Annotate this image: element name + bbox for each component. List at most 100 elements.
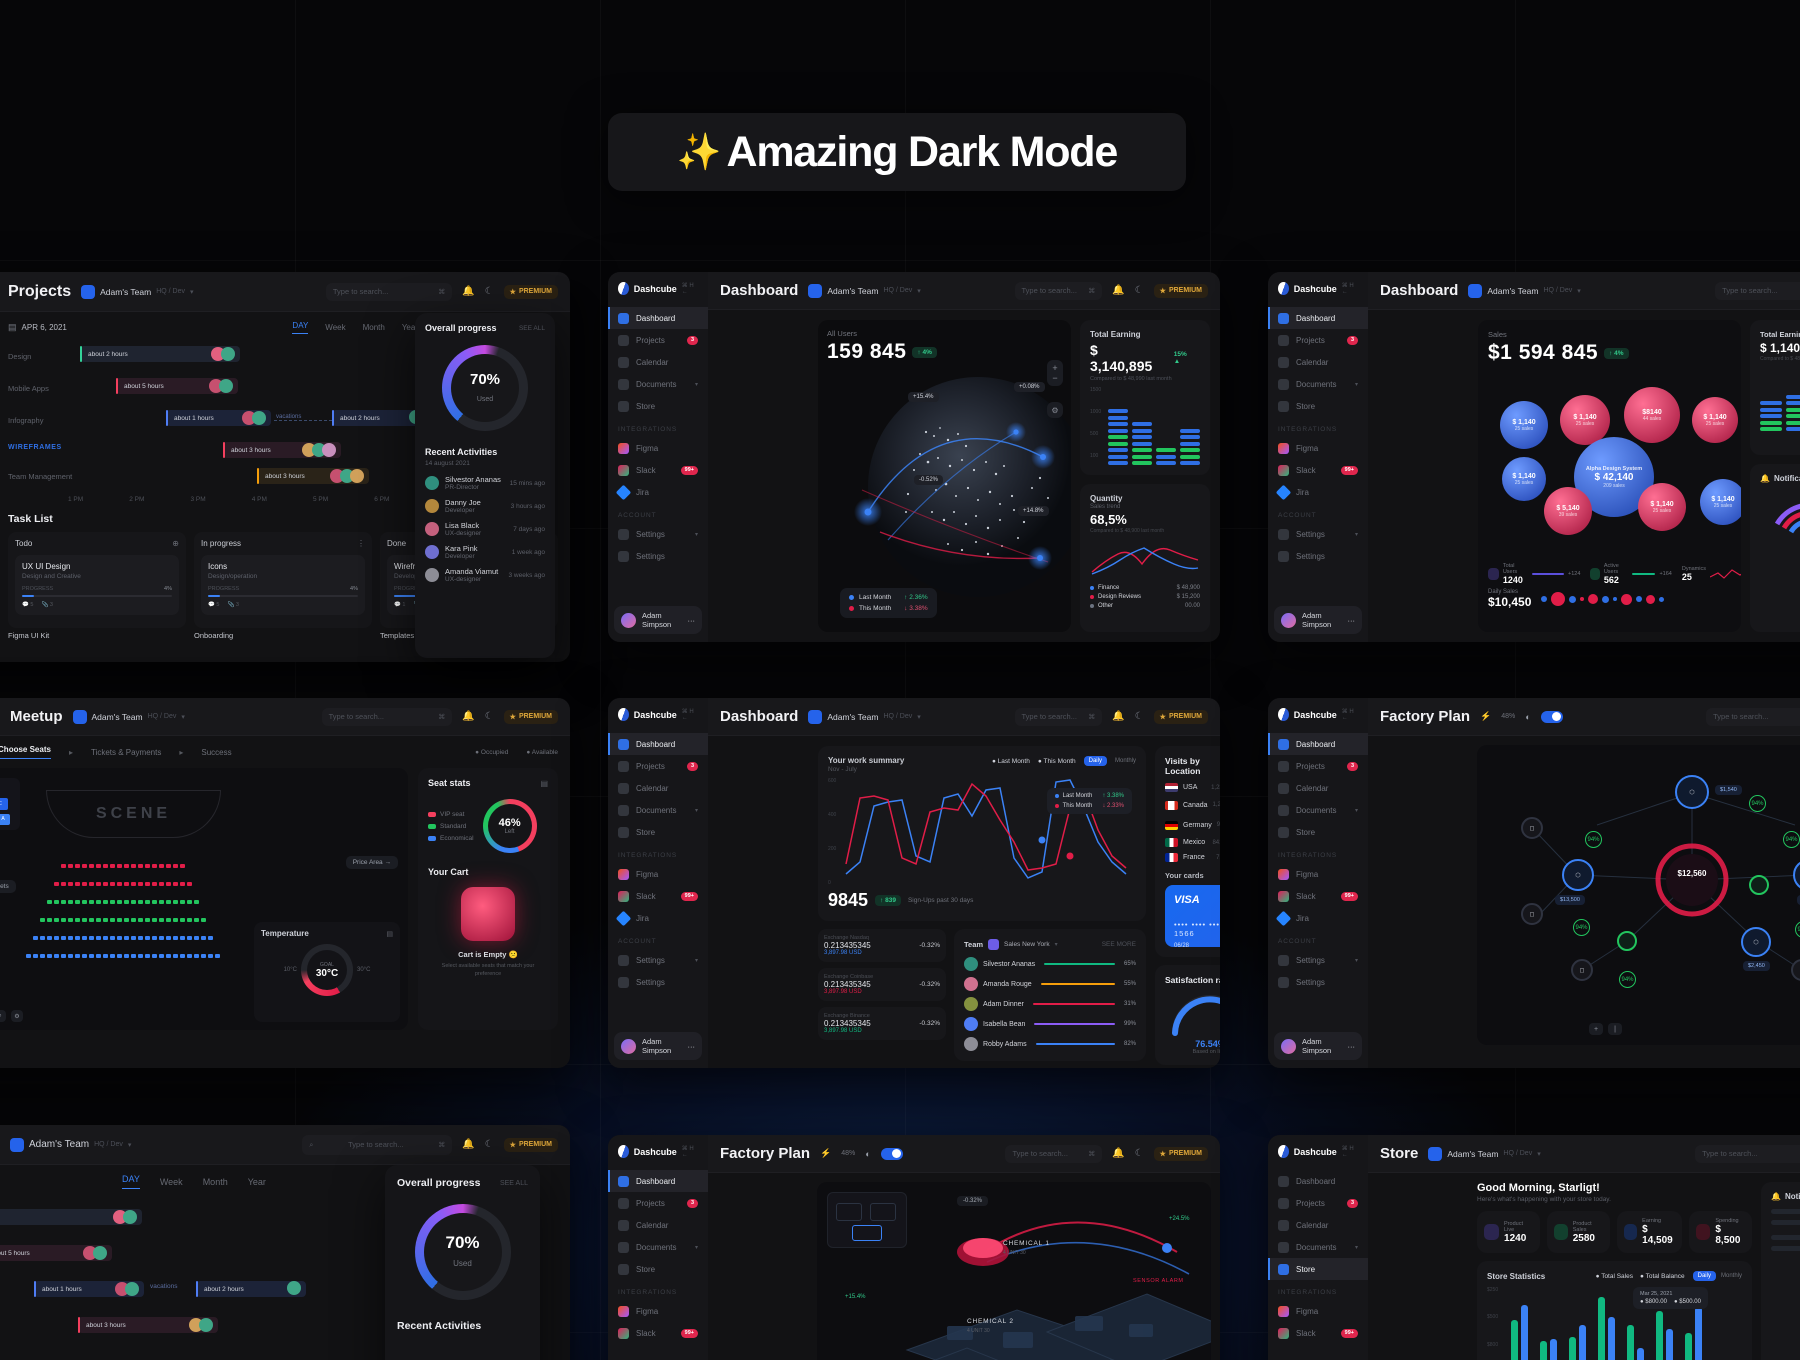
temperature-dial[interactable]: GOAL 30°C (301, 944, 353, 996)
globe-visualization[interactable] (828, 362, 1071, 612)
bell-icon[interactable]: 🔔 (1112, 285, 1125, 296)
sidebar-item-figma[interactable]: Figma (608, 863, 708, 885)
sidebar-item-slack[interactable]: Slack 99+ (1268, 1322, 1368, 1344)
sidebar-item-calendar[interactable]: Calendar (1268, 1214, 1368, 1236)
search-input[interactable]: Type to search...⌘ (325, 282, 453, 301)
team-selector[interactable]: Adam's Team HQ / Dev ▾ (1428, 1146, 1541, 1161)
credit-card[interactable]: VISA •••• •••• •••• 1566 06/28 (1165, 885, 1220, 949)
sidebar-item-dashboard[interactable]: Dashboard (1268, 307, 1368, 329)
bubble-design[interactable]: $ 5,140 39 sales (1544, 487, 1592, 535)
sidebar-item-slack[interactable]: Slack 99+ (1268, 885, 1368, 907)
zoom-out-button[interactable]: − (1052, 373, 1058, 383)
contrast-icon[interactable]: ◐ (865, 1148, 871, 1159)
sidebar-item-projects[interactable]: Projects 3 (1268, 329, 1368, 351)
sidebar-item-store[interactable]: Store (608, 821, 708, 843)
bell-icon[interactable]: 🔔 (462, 1139, 475, 1150)
gantt-bar[interactable]: about 2 hours (196, 1281, 306, 1297)
bubble-store-3[interactable]: $ 1,140 25 sales (1692, 397, 1738, 443)
map-marker[interactable]: +14.8% (1018, 506, 1049, 516)
step-tickets-payments[interactable]: Tickets & Payments (90, 747, 162, 757)
team-selector[interactable]: Adam's Team HQ / Dev ▾ (1468, 283, 1581, 298)
activity-row[interactable]: Lisa Black UX-designer 7 days ago (425, 521, 545, 537)
step-success[interactable]: Success (201, 747, 232, 757)
sidebar-item-calendar[interactable]: Calendar (608, 777, 708, 799)
sidebar-item-projects[interactable]: Projects 3 (1268, 1192, 1368, 1214)
sidebar-item-documents[interactable]: Documents ▾ (608, 799, 708, 821)
see-all-link[interactable]: SEE ALL (518, 324, 545, 332)
contrast-icon[interactable]: ◐ (1525, 711, 1531, 722)
sidebar-item-slack[interactable]: Slack 99+ (608, 1322, 708, 1344)
see-all-link[interactable]: SEE ALL (499, 1179, 528, 1187)
map-tools[interactable]: ✥ ⌖ ⌕ ⚙ (0, 1010, 23, 1022)
search-input[interactable]: Type to search...⌘ (1005, 1144, 1103, 1163)
map-marker[interactable]: +15.4% (908, 392, 939, 402)
activity-row[interactable]: Danny Joe Developer 3 hours ago (425, 498, 545, 514)
sidebar-item-dashboard[interactable]: Dashboard (1268, 733, 1368, 755)
visits-row[interactable]: Mexico841↓ 15.8% (1165, 838, 1220, 847)
dashcube-sidebar[interactable]: Dashcube ⌘ H ← Dashboard Projects 3 Calend… (1268, 698, 1368, 1068)
dashcube-sidebar[interactable]: Dashcube ⌘ H ← Dashboard Projects 3 Calen… (608, 272, 708, 642)
moon-icon[interactable]: ☾ (484, 1139, 494, 1150)
gantt-bar[interactable]: about 3 hours (257, 468, 369, 484)
toggle-daily[interactable]: Daily (1692, 1271, 1716, 1281)
sidebar-user[interactable]: Adam Simpson ··· (1274, 1032, 1362, 1060)
sidebar-item-dashboard[interactable]: Dashboard (608, 733, 708, 755)
bubble-store-6[interactable]: $ 1,140 25 sales (1700, 479, 1741, 525)
factory-node-green[interactable] (1749, 875, 1769, 895)
dashcube-sidebar[interactable]: Dashcube ⌘ H ← Dashboard Projects 3 Calend… (608, 698, 708, 1068)
sidebar-item-store[interactable]: Store (608, 1258, 708, 1280)
sidebar-item-figma[interactable]: Figma (1268, 437, 1368, 459)
premium-badge[interactable]: ★ PREMIUM (503, 284, 559, 299)
sidebar-item-settings[interactable]: Settings ▾ (1268, 523, 1368, 545)
exchange-card[interactable]: Exchange Coinbase 0.213435345 -0.32% 3,89… (818, 968, 946, 1001)
map-marker[interactable]: +0.08% (1014, 382, 1045, 392)
sidebar-item-jira[interactable]: Jira (1268, 907, 1368, 929)
sidebar-item-store[interactable]: Store (1268, 395, 1368, 417)
tab-week[interactable]: Week (325, 323, 346, 332)
sidebar-item-slack[interactable]: Slack 99+ (1268, 459, 1368, 481)
bell-icon[interactable]: 🔔 (462, 286, 475, 297)
factory-minimap[interactable] (827, 1192, 907, 1248)
sidebar-item-store[interactable]: Store (608, 395, 708, 417)
team-selector[interactable]: Adam's Team HQ / Dev ▾ (808, 283, 921, 298)
sidebar-item-calendar[interactable]: Calendar (1268, 777, 1368, 799)
sidebar-item-settings[interactable]: Settings ▾ (608, 523, 708, 545)
factory-3d-scene[interactable]: -0.32% (817, 1182, 1211, 1360)
sidebar-item-documents[interactable]: Documents ▾ (608, 1236, 708, 1258)
gantt-bar[interactable]: about 5 hours (116, 378, 238, 394)
team-selector[interactable]: Adam's Team HQ / Dev ▾ (808, 709, 921, 724)
sidebar-item-settings-2[interactable]: Settings (1268, 545, 1368, 567)
menu-icon[interactable]: ▤ (540, 778, 548, 788)
bubble-dashboard[interactable]: $8140 44 sales (1624, 387, 1680, 443)
sidebar-item-dashboard[interactable]: Dashboard (608, 307, 708, 329)
sidebar-item-figma[interactable]: Figma (608, 1300, 708, 1322)
premium-badge[interactable]: ★ PREMIUM (1153, 709, 1209, 724)
sidebar-item-dashboard[interactable]: Dashboard (608, 1170, 708, 1192)
sidebar-item-slack[interactable]: Slack 99+ (608, 459, 708, 481)
gantt-bar[interactable]: about 3 hours (223, 442, 341, 458)
tab-month[interactable]: Month (202, 1176, 228, 1187)
bubble-store-4[interactable]: $ 1,140 25 sales (1502, 457, 1546, 501)
visits-row[interactable]: France712↑ 9.8% (1165, 853, 1220, 862)
add-task-button[interactable]: ⊕ (172, 539, 179, 548)
kpi-product-sales[interactable]: Product Sales 2580 (1546, 1211, 1610, 1253)
toggle-daily[interactable]: Daily (1083, 756, 1107, 766)
gear-icon[interactable]: ⚙ (1047, 402, 1063, 418)
team-row[interactable]: Robby Adams 82% (964, 1037, 1136, 1051)
footer-card-label[interactable]: Templates (380, 631, 415, 640)
sidebar-item-settings[interactable]: Settings ▾ (1268, 949, 1368, 971)
see-more-link[interactable]: SEE MORE (1101, 941, 1136, 948)
kpi-spending[interactable]: Spending $ 8,500 (1689, 1211, 1752, 1253)
sidebar-user[interactable]: Adam Simpson ··· (1274, 606, 1362, 634)
search-input[interactable]: Type to search...⌘ (1695, 1144, 1800, 1163)
factory-tools[interactable]: + | (1589, 1023, 1622, 1035)
sidebar-item-jira[interactable]: Jira (608, 481, 708, 503)
visits-row[interactable]: Germany985↑ 17.1% (1165, 818, 1220, 832)
sidebar-item-documents[interactable]: Documents ▾ (1268, 373, 1368, 395)
gantt-bar[interactable]: about 1 hours (34, 1281, 144, 1297)
tab-day[interactable]: DAY (292, 321, 309, 334)
zoom-in-button[interactable]: + (1589, 1023, 1603, 1035)
bell-icon[interactable]: 🔔 (462, 711, 475, 722)
